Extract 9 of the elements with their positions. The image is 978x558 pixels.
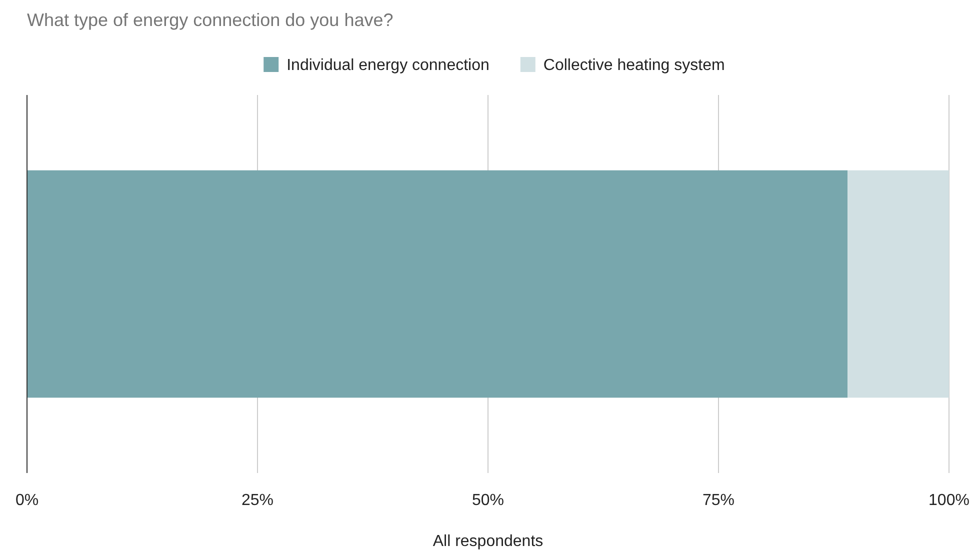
x-tick-label: 75%: [702, 492, 735, 509]
x-tick-label: 100%: [928, 492, 970, 509]
x-axis-title: All respondents: [432, 533, 544, 550]
chart-title: What type of energy connection do you have?: [27, 10, 394, 30]
x-tick-label: 25%: [241, 492, 274, 509]
x-tick-label: 50%: [472, 492, 504, 509]
x-tick-label: 0%: [15, 492, 39, 509]
legend-label: Individual energy connection: [286, 57, 490, 74]
legend-label: Collective heating system: [543, 57, 725, 74]
